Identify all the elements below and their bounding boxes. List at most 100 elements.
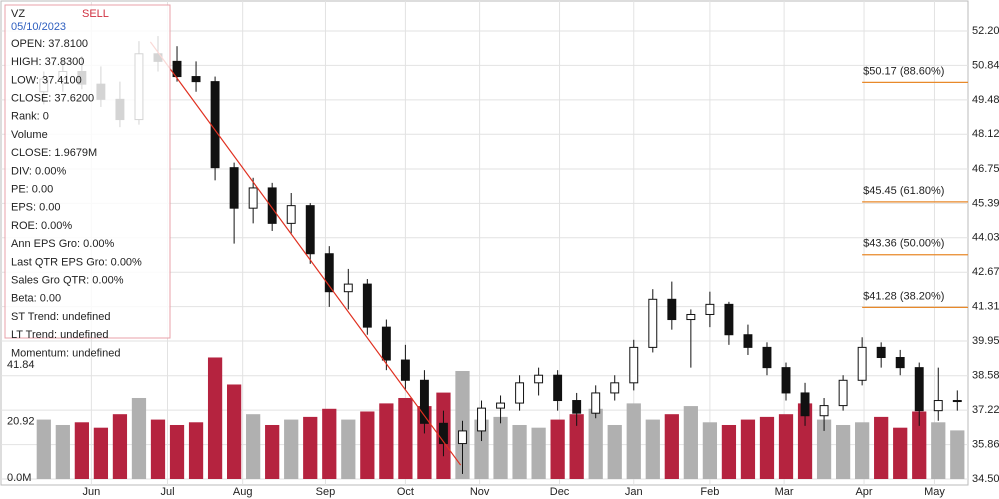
volume-bar [855, 422, 870, 479]
candle-body [534, 374, 544, 384]
candle-body [191, 76, 201, 83]
y-tick-label: 48.12 [972, 128, 999, 140]
panel-line: EPS: 0.00 [11, 202, 61, 214]
volume-bar [207, 357, 223, 479]
y-tick-label: 42.67 [972, 266, 999, 278]
panel-line: Sales Gro QTR: 0.00% [11, 275, 124, 287]
volume-bar [246, 414, 261, 479]
panel-line: ROE: 0.00% [11, 220, 72, 232]
volume-bar [893, 427, 908, 479]
volume-bar [150, 419, 166, 479]
volume-bar [93, 427, 109, 479]
volume-bar [55, 424, 70, 479]
y-tick-label: 34.50 [972, 473, 999, 485]
candle-body [438, 422, 448, 445]
candle-body [572, 400, 582, 414]
candle-body [648, 298, 658, 348]
y-tick-label: 38.58 [972, 370, 999, 382]
y-tick-label: 50.84 [972, 59, 999, 71]
volume-bar [531, 427, 546, 479]
volume-bar [493, 416, 508, 479]
volume-bar [36, 419, 51, 479]
candle-body [400, 359, 410, 381]
volume-bar [835, 424, 851, 479]
panel-line: Momentum: undefined [11, 347, 120, 359]
info-panel: VZ SELL 05/10/2023 OPEN: 37.8100 HIGH: 37… [4, 4, 171, 359]
volume-bar [588, 408, 603, 479]
volume-bar [721, 424, 737, 479]
candle-body [724, 303, 734, 336]
x-tick-label: Jul [160, 486, 174, 498]
y-tick-label: 39.95 [972, 335, 999, 347]
candle-body [914, 367, 924, 412]
volume-bar [912, 411, 927, 479]
y-tick-label: 52.20 [972, 25, 999, 37]
candle-body [496, 402, 506, 409]
volume-bar [341, 419, 356, 479]
volume-bar [169, 424, 185, 479]
candle-body [229, 167, 239, 209]
candle-body [248, 187, 258, 209]
candle-body [210, 81, 220, 169]
volume-bar [550, 419, 565, 479]
volume-bar [188, 422, 204, 479]
candle-body [515, 382, 525, 404]
panel-line: OPEN: 37.8100 [11, 38, 88, 50]
volume-bar [702, 422, 718, 479]
volume-bar [664, 414, 679, 479]
fib-label: $50.17 (88.60%) [863, 65, 944, 77]
volume-bar [74, 422, 89, 479]
x-tick-label: Dec [550, 486, 570, 498]
volume-bar [398, 397, 413, 479]
candle-body [762, 346, 772, 369]
volume-bar [131, 397, 147, 479]
candle-body [305, 205, 315, 255]
candle-body [458, 430, 467, 445]
candle-body [667, 298, 677, 321]
y-tick-label: 35.86 [972, 438, 999, 450]
candle-body [952, 400, 962, 403]
trend-line [149, 41, 462, 466]
volume-bar [950, 430, 965, 479]
candle-body [419, 379, 429, 424]
candle-body [838, 379, 848, 407]
volume-bar [683, 406, 698, 479]
candle-body [381, 326, 391, 361]
overlay-layer: $50.17 (88.60%) $45.45 (61.80%) $43.36 (50… [149, 41, 968, 466]
panel-line: LT Trend: undefined [11, 329, 108, 341]
candle-body [362, 283, 372, 328]
x-tick-label: Jun [83, 486, 101, 498]
panel-line: Rank: 0 [11, 111, 49, 123]
volume-bar [417, 406, 432, 479]
candle-body [819, 405, 829, 417]
panel-line: LOW: 37.4100 [11, 74, 82, 86]
volume-bar [816, 419, 832, 479]
candle-body [286, 205, 296, 224]
x-tick-label: Oct [397, 486, 414, 498]
fib-label: $41.28 (38.20%) [863, 290, 944, 302]
candle-body [857, 346, 867, 381]
x-tick-label: Sep [316, 486, 336, 498]
volume-bar [226, 384, 242, 479]
candle-body [895, 357, 905, 369]
candle-body [705, 303, 715, 315]
x-tick-label: Apr [855, 486, 872, 498]
volume-bar [759, 416, 775, 479]
candle-body [553, 374, 563, 402]
panel-line: CLOSE: 1.9679M [11, 147, 97, 159]
volume-bar [740, 419, 756, 479]
volume-bar [931, 422, 946, 479]
panel-line: PE: 0.00 [11, 184, 53, 196]
panel-line: Beta: 0.00 [11, 293, 61, 305]
date: 05/10/2023 [11, 21, 66, 33]
fib-label: $45.45 (61.80%) [863, 185, 944, 197]
panel-line: Last QTR EPS Gro: 0.00% [11, 256, 142, 268]
x-tick-label: Nov [470, 486, 490, 498]
volume-bar [474, 419, 489, 479]
candle-body [781, 367, 791, 394]
y2-tick-label: 20.92 [7, 415, 35, 427]
candle-body [800, 392, 810, 417]
candle-body [477, 407, 486, 432]
y-tick-label: 44.03 [972, 232, 999, 244]
candle-body [267, 187, 277, 224]
